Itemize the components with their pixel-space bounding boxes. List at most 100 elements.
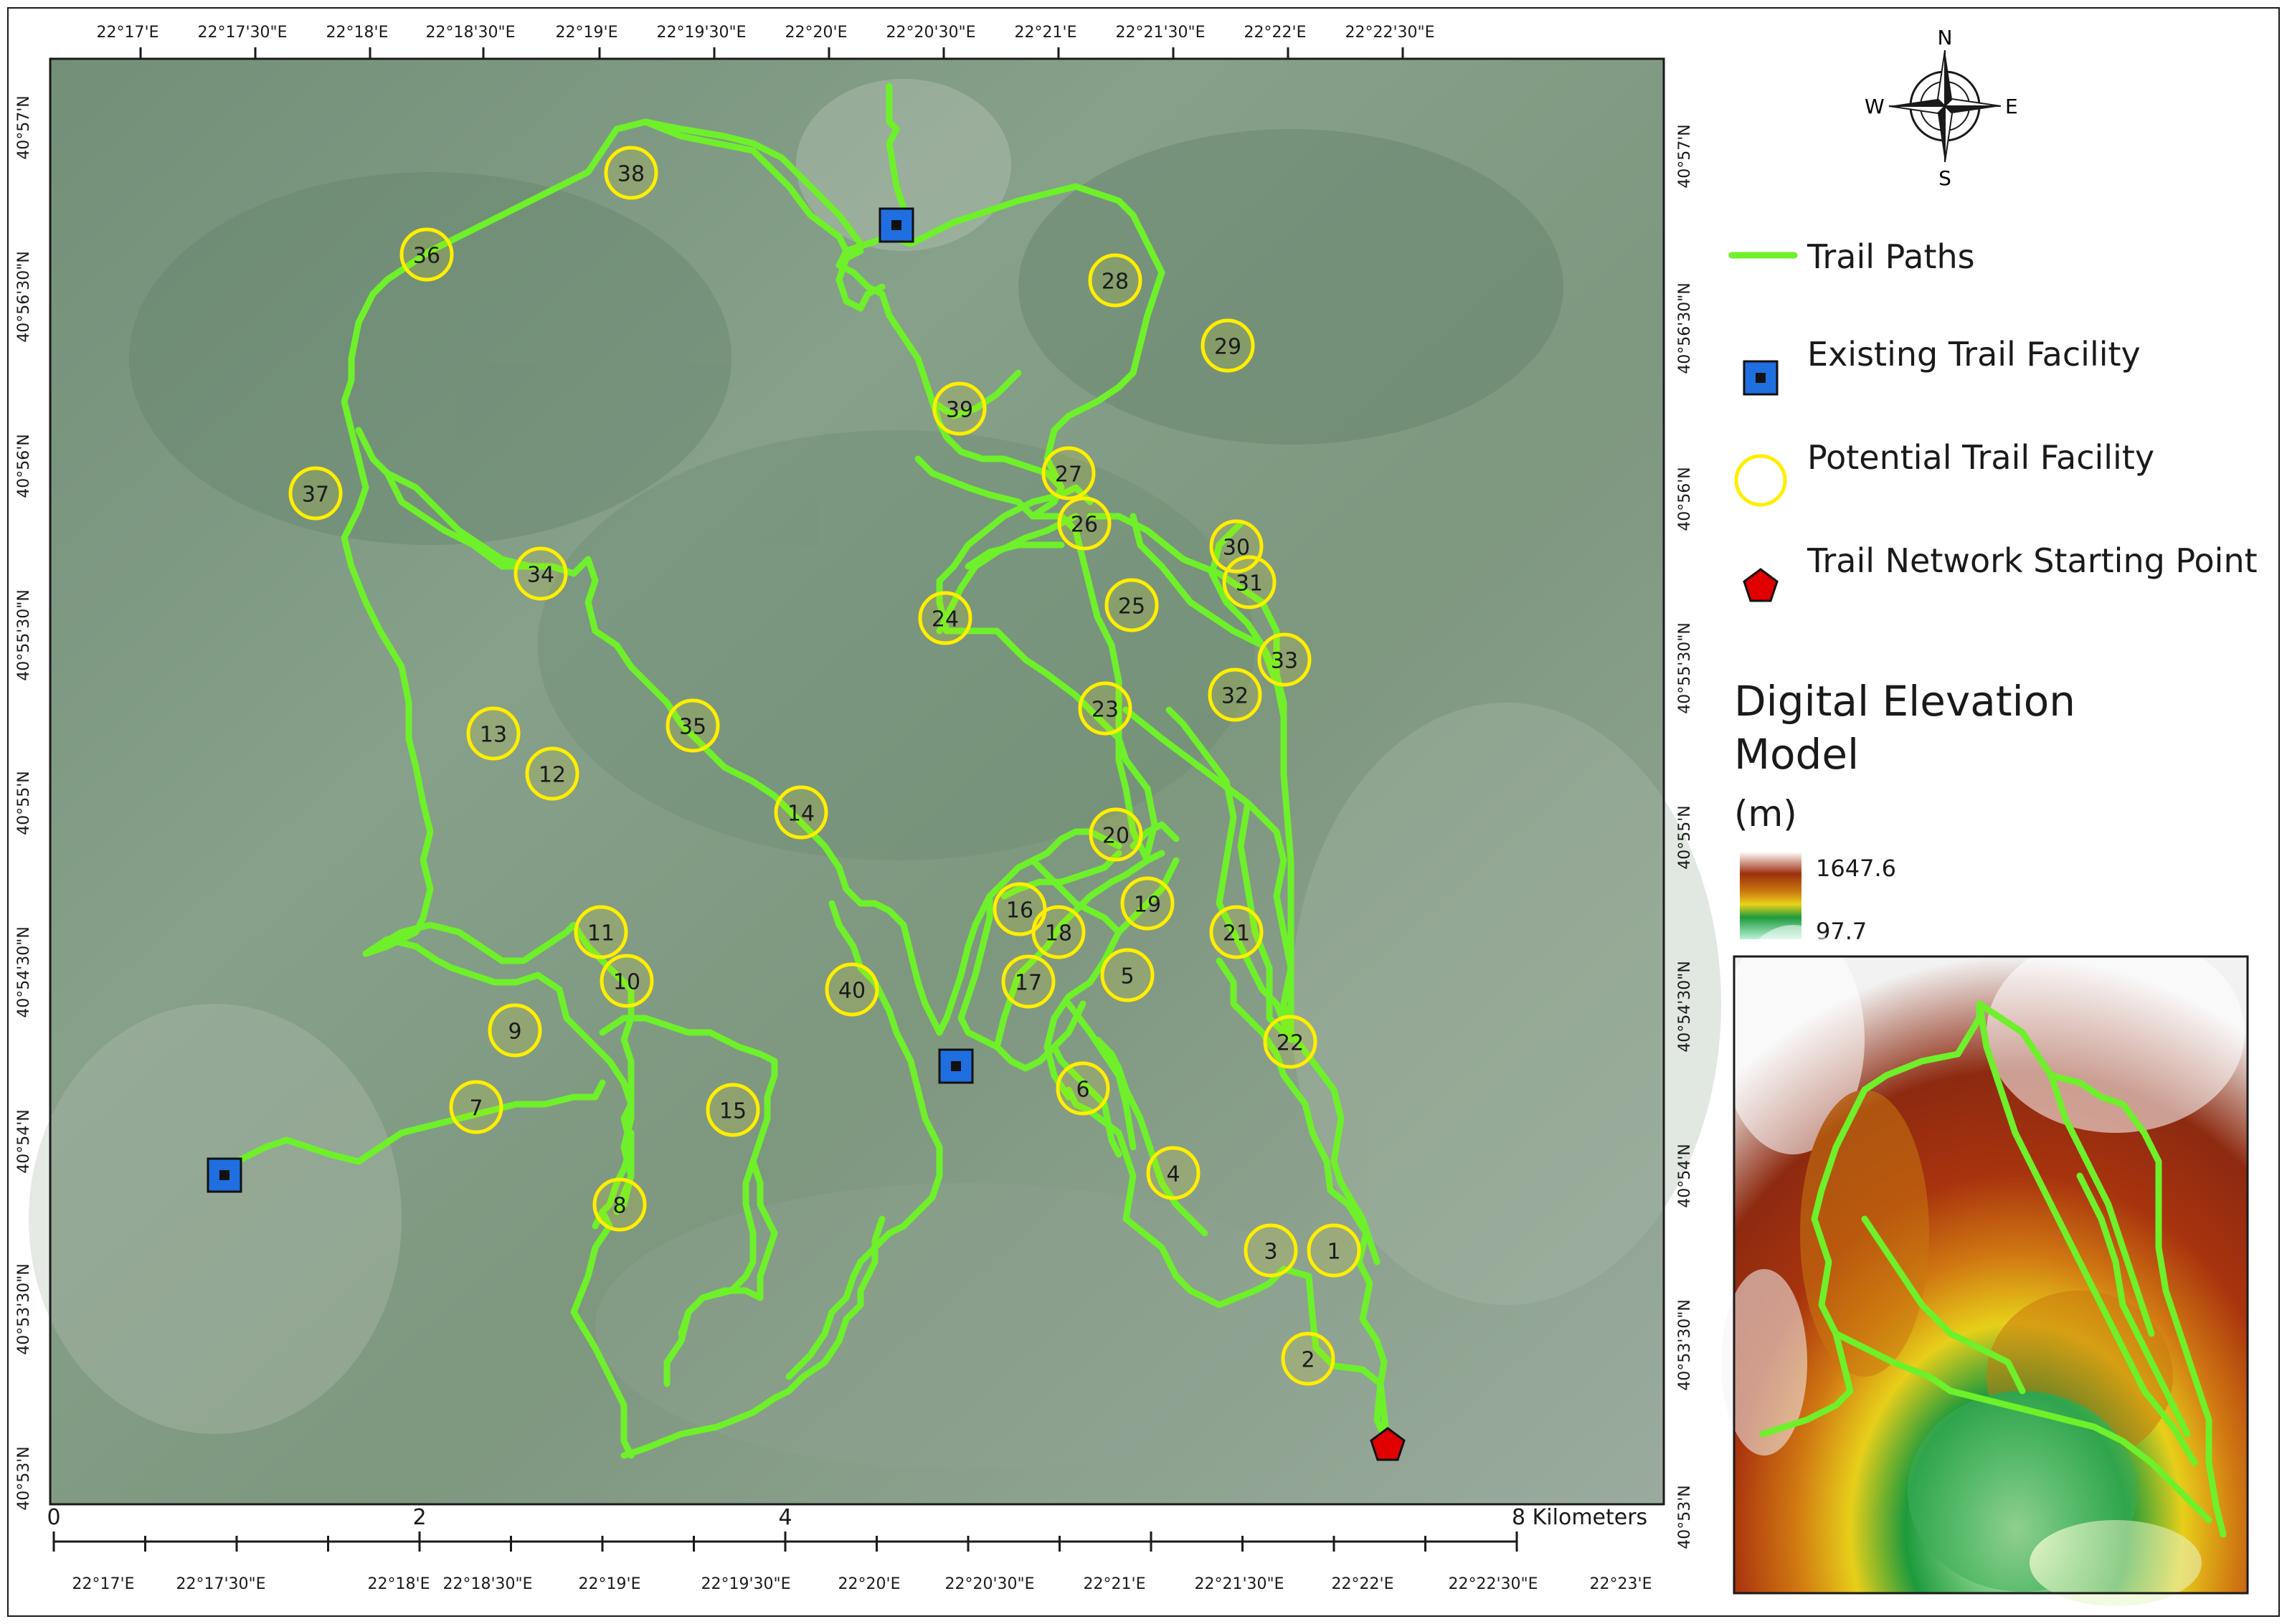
potential-facility-marker-40[interactable]: 40 (825, 962, 879, 1017)
potential-facility-marker-4[interactable]: 4 (1146, 1146, 1201, 1200)
trail-segment (1216, 957, 1391, 1448)
potential-facility-circle (600, 954, 654, 1008)
potential-facility-circle (1031, 905, 1086, 959)
potential-facility-label: 27 (1055, 462, 1082, 488)
potential-facility-marker-29[interactable]: 29 (1201, 318, 1255, 373)
trail-segment (1051, 1043, 1122, 1158)
potential-facility-circle (932, 381, 987, 436)
potential-facility-label: 37 (302, 483, 329, 508)
potential-facility-marker-7[interactable]: 7 (449, 1080, 503, 1134)
potential-facility-label: 26 (1071, 513, 1098, 538)
potential-facility-marker-9[interactable]: 9 (488, 1003, 542, 1058)
left-latitude-label: 40°53'N (15, 1446, 33, 1511)
trail-segment (1029, 857, 1122, 936)
scale-label-4: 4 (778, 1505, 792, 1530)
potential-facility-marker-27[interactable]: 27 (1041, 446, 1096, 500)
potential-facility-marker-32[interactable]: 32 (1208, 668, 1262, 722)
potential-facility-marker-12[interactable]: 12 (525, 746, 579, 801)
potential-facility-marker-28[interactable]: 28 (1088, 253, 1142, 308)
trail-segment (993, 850, 1165, 1050)
trail-segment (663, 1287, 764, 1387)
trail-network-starting-point[interactable] (1370, 1427, 1406, 1461)
potential-facility-marker-36[interactable]: 36 (399, 227, 454, 282)
top-longitude-label: 22°18'E (326, 24, 389, 42)
top-longitude-label: 22°21'E (1015, 24, 1077, 42)
trail-segment (1094, 1036, 1208, 1237)
potential-facility-marker-10[interactable]: 10 (600, 954, 654, 1008)
potential-facility-marker-38[interactable]: 38 (604, 146, 658, 200)
trail-segment (936, 513, 1079, 635)
potential-facility-label: 24 (932, 607, 959, 632)
potential-facility-marker-17[interactable]: 17 (1001, 954, 1056, 1009)
potential-facility-marker-23[interactable]: 23 (1078, 681, 1132, 736)
existing-facility-markers (207, 207, 974, 1193)
potential-facility-marker-21[interactable]: 21 (1209, 905, 1264, 959)
trail-segment (965, 541, 1065, 570)
compass-east-label: E (2005, 95, 2018, 118)
potential-facility-marker-5[interactable]: 5 (1100, 948, 1155, 1002)
potential-facility-label: 38 (617, 162, 645, 187)
left-latitude-label: 40°56'N (15, 434, 33, 498)
potential-facility-marker-2[interactable]: 2 (1281, 1331, 1335, 1386)
potential-facility-circle (1104, 578, 1159, 632)
potential-facility-marker-1[interactable]: 1 (1307, 1223, 1361, 1278)
existing-facility-marker[interactable] (879, 207, 914, 243)
scale-label-8-km: 8 Kilometers (1512, 1505, 1647, 1530)
bottom-longitude-label: 22°22'E (1332, 1575, 1394, 1593)
potential-facility-marker-34[interactable]: 34 (513, 546, 568, 601)
potential-facility-circle (1146, 1146, 1201, 1200)
potential-facility-marker-14[interactable]: 14 (774, 785, 828, 840)
main-map-panel[interactable] (29, 57, 1721, 1506)
right-latitude-label: 40°54'30"N (1676, 961, 1694, 1053)
trail-segment (1165, 706, 1294, 1043)
potential-facility-marker-26[interactable]: 26 (1057, 496, 1112, 551)
potential-facility-marker-33[interactable]: 33 (1257, 632, 1312, 687)
potential-facility-circle (1281, 1331, 1335, 1386)
potential-facility-label: 20 (1102, 824, 1130, 849)
potential-facility-marker-13[interactable]: 13 (466, 706, 521, 761)
potential-facility-marker-15[interactable]: 15 (706, 1083, 760, 1137)
potential-facility-marker-20[interactable]: 20 (1089, 807, 1143, 862)
dem-title-line2: Model (1734, 730, 1859, 779)
potential-facility-circle (1041, 446, 1096, 500)
potential-facility-marker-18[interactable]: 18 (1031, 905, 1086, 959)
left-latitude-label: 40°56'30"N (15, 251, 33, 343)
potential-facility-marker-35[interactable]: 35 (666, 698, 720, 753)
compass-north-label: N (1938, 26, 1953, 49)
potential-facility-circle (825, 962, 879, 1017)
potential-facility-circle (1057, 496, 1112, 551)
dem-max-value: 1647.6 (1816, 855, 1896, 882)
potential-facility-marker-19[interactable]: 19 (1120, 876, 1175, 931)
potential-facility-circle (1056, 1061, 1110, 1116)
left-latitude-label: 40°54'30"N (15, 926, 33, 1018)
potential-facility-label: 5 (1120, 964, 1134, 989)
potential-facility-marker-25[interactable]: 25 (1104, 578, 1159, 632)
potential-facility-circle (488, 1003, 542, 1058)
potential-facility-marker-37[interactable]: 37 (288, 466, 343, 521)
potential-facility-label: 12 (539, 763, 566, 788)
potential-facility-circle (574, 905, 628, 959)
potential-facility-marker-24[interactable]: 24 (918, 591, 972, 645)
top-longitude-label: 22°20'30"E (886, 24, 975, 42)
scale-label-0: 0 (47, 1505, 60, 1530)
potential-facility-label: 11 (587, 921, 615, 946)
potential-facility-marker-8[interactable]: 8 (592, 1177, 647, 1232)
potential-facility-marker-6[interactable]: 6 (1056, 1061, 1110, 1116)
potential-facility-marker-31[interactable]: 31 (1222, 555, 1277, 609)
top-longitude-label: 22°19'E (556, 24, 618, 42)
potential-facility-circle (1222, 555, 1277, 609)
dem-trail-segment (1832, 1330, 2212, 1524)
potential-facility-circle (1263, 1015, 1317, 1069)
potential-facility-marker-39[interactable]: 39 (932, 381, 987, 436)
trail-segment (835, 247, 886, 312)
potential-facility-marker-22[interactable]: 22 (1263, 1015, 1317, 1069)
existing-facility-marker[interactable] (207, 1157, 242, 1193)
top-longitude-label: 22°22'30"E (1345, 24, 1434, 42)
potential-facility-label: 31 (1236, 571, 1263, 597)
potential-facility-circle (466, 706, 521, 761)
dem-inset-map[interactable] (1721, 925, 2249, 1606)
potential-facility-marker-3[interactable]: 3 (1244, 1223, 1298, 1278)
potential-facility-marker-11[interactable]: 11 (574, 905, 628, 959)
existing-facility-marker[interactable] (938, 1048, 974, 1084)
